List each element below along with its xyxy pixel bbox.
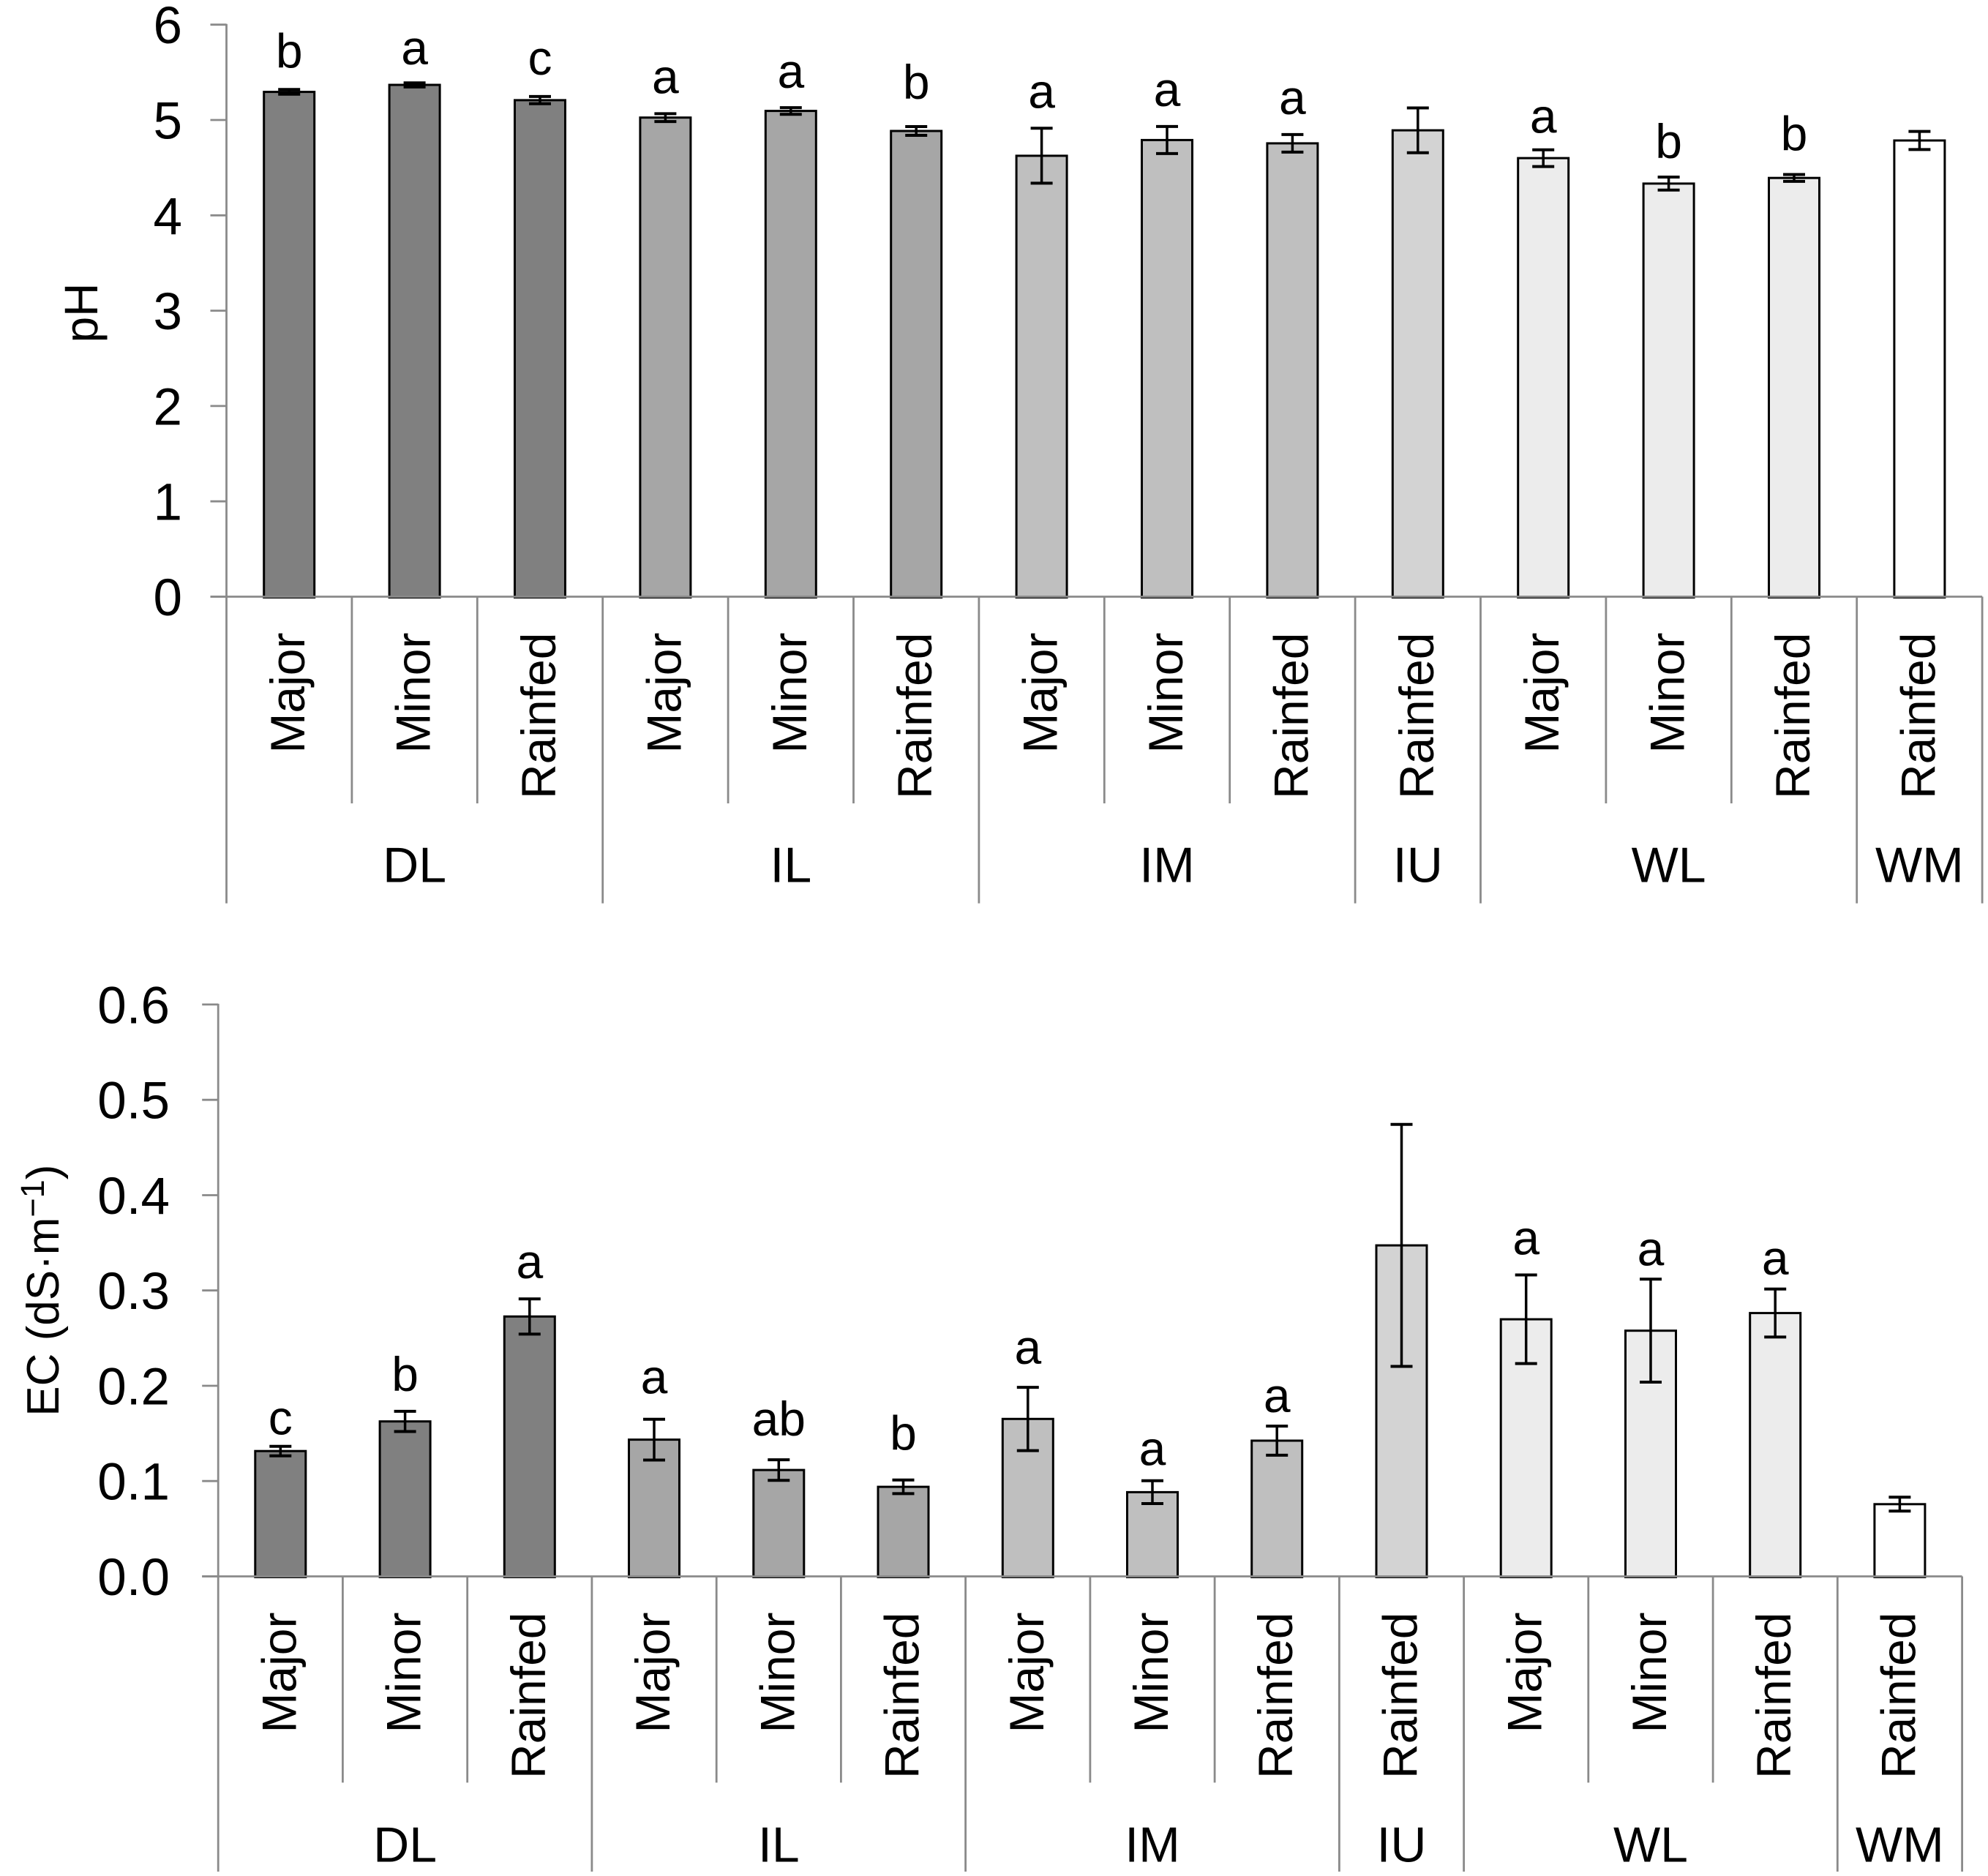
svg-text:Minor: Minor <box>750 1613 804 1733</box>
svg-text:Minor: Minor <box>386 633 440 754</box>
svg-text:IM: IM <box>1125 1817 1180 1873</box>
svg-text:a: a <box>1638 1221 1665 1275</box>
svg-text:b: b <box>1781 107 1808 161</box>
svg-text:Major: Major <box>637 633 691 754</box>
svg-text:DL: DL <box>373 1817 437 1873</box>
svg-text:Minor: Minor <box>377 1613 431 1733</box>
svg-text:WL: WL <box>1613 1817 1688 1873</box>
svg-text:b: b <box>903 55 930 109</box>
svg-text:Rainfed: Rainfed <box>1891 633 1945 800</box>
svg-text:Rainfed: Rainfed <box>1264 633 1318 800</box>
svg-text:Major: Major <box>1498 1613 1552 1733</box>
svg-text:b: b <box>276 23 303 78</box>
svg-text:Rainfed: Rainfed <box>511 633 566 800</box>
svg-text:Major: Major <box>999 1613 1054 1733</box>
svg-text:Minor: Minor <box>1622 1613 1676 1733</box>
svg-text:Rainfed: Rainfed <box>1248 1613 1302 1779</box>
svg-text:IU: IU <box>1393 838 1443 893</box>
svg-text:Minor: Minor <box>1124 1613 1178 1733</box>
svg-text:IL: IL <box>758 1817 800 1873</box>
svg-text:IL: IL <box>770 838 811 893</box>
svg-text:IU: IU <box>1377 1817 1427 1873</box>
svg-text:Rainfed: Rainfed <box>875 1613 929 1779</box>
svg-text:a: a <box>516 1234 543 1288</box>
svg-text:0: 0 <box>154 569 183 627</box>
svg-text:Major: Major <box>1515 633 1569 754</box>
svg-text:WM: WM <box>1875 838 1964 893</box>
svg-text:Rainfed: Rainfed <box>501 1613 555 1779</box>
svg-text:ab: ab <box>752 1392 806 1446</box>
svg-text:0.1: 0.1 <box>97 1454 170 1512</box>
svg-text:IM: IM <box>1139 838 1195 893</box>
svg-text:Minor: Minor <box>1139 633 1193 754</box>
svg-text:Rainfed: Rainfed <box>888 633 942 800</box>
svg-text:a: a <box>1014 1320 1041 1374</box>
svg-text:c: c <box>269 1391 293 1445</box>
svg-text:a: a <box>1028 64 1055 118</box>
svg-text:Rainfed: Rainfed <box>1373 1613 1428 1779</box>
svg-text:1: 1 <box>154 474 183 532</box>
svg-text:Rainfed: Rainfed <box>1871 1613 1925 1779</box>
svg-text:Rainfed: Rainfed <box>1747 1613 1801 1779</box>
svg-text:Minor: Minor <box>1640 633 1695 754</box>
svg-text:pH: pH <box>55 283 108 343</box>
svg-text:a: a <box>777 44 804 98</box>
svg-text:a: a <box>1512 1211 1539 1265</box>
svg-text:Major: Major <box>252 1613 306 1733</box>
svg-text:a: a <box>1279 70 1306 124</box>
svg-text:3: 3 <box>154 283 183 341</box>
svg-text:Minor: Minor <box>762 633 817 754</box>
svg-text:a: a <box>1139 1422 1166 1476</box>
svg-text:6: 6 <box>154 0 183 55</box>
svg-text:b: b <box>1655 114 1682 168</box>
svg-text:4: 4 <box>154 188 183 246</box>
svg-text:a: a <box>1264 1368 1291 1422</box>
svg-text:0.3: 0.3 <box>97 1263 170 1321</box>
svg-text:0.5: 0.5 <box>97 1073 170 1130</box>
svg-text:a: a <box>641 1350 668 1404</box>
svg-text:a: a <box>652 49 679 103</box>
svg-text:b: b <box>890 1406 917 1460</box>
svg-text:WL: WL <box>1632 838 1706 893</box>
svg-text:2: 2 <box>154 378 183 436</box>
svg-text:0.2: 0.2 <box>97 1359 170 1417</box>
svg-text:DL: DL <box>383 838 446 893</box>
svg-text:c: c <box>528 31 552 85</box>
svg-text:a: a <box>1154 62 1181 116</box>
svg-text:5: 5 <box>154 93 183 151</box>
svg-text:0.4: 0.4 <box>97 1168 170 1226</box>
svg-text:WM: WM <box>1856 1817 1944 1873</box>
svg-text:0.6: 0.6 <box>97 977 170 1035</box>
svg-text:a: a <box>1762 1231 1789 1285</box>
svg-text:Rainfed: Rainfed <box>1389 633 1444 800</box>
svg-text:a: a <box>401 20 428 75</box>
svg-text:0.0: 0.0 <box>97 1549 170 1607</box>
svg-text:b: b <box>391 1347 419 1401</box>
svg-text:Rainfed: Rainfed <box>1766 633 1820 800</box>
svg-text:a: a <box>1530 89 1557 143</box>
svg-text:Major: Major <box>626 1613 680 1733</box>
svg-text:Major: Major <box>1013 633 1068 754</box>
svg-text:Major: Major <box>260 633 315 754</box>
